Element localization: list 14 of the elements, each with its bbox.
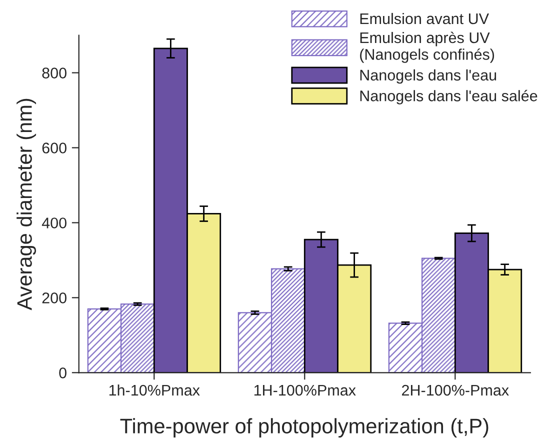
y-axis-title: Average diameter (nm) (16, 98, 36, 310)
x-axis-title: Time-power of photopolymerization (t,P) (120, 418, 488, 438)
legend-label: Nanogels dans l'eau salée (360, 90, 538, 104)
y-tick-label: 800 (42, 68, 66, 78)
y-tick-label: 600 (42, 142, 66, 154)
x-tick-label: 2H-100%-Pmax (402, 384, 509, 396)
legend-label: Emulsion après UV (Nanogels confinés) (360, 32, 494, 63)
y-tick-label: 200 (42, 292, 66, 304)
legend-label: Emulsion avant UV (360, 12, 489, 24)
y-tick-label: 400 (42, 218, 66, 228)
x-tick-label: 1h-10%Pmax (109, 384, 200, 396)
legend-label: Nanogels dans l'eau (360, 69, 496, 84)
x-tick-label: 1H-100%Pmax (254, 384, 356, 396)
y-tick-label: 0 (59, 368, 66, 378)
